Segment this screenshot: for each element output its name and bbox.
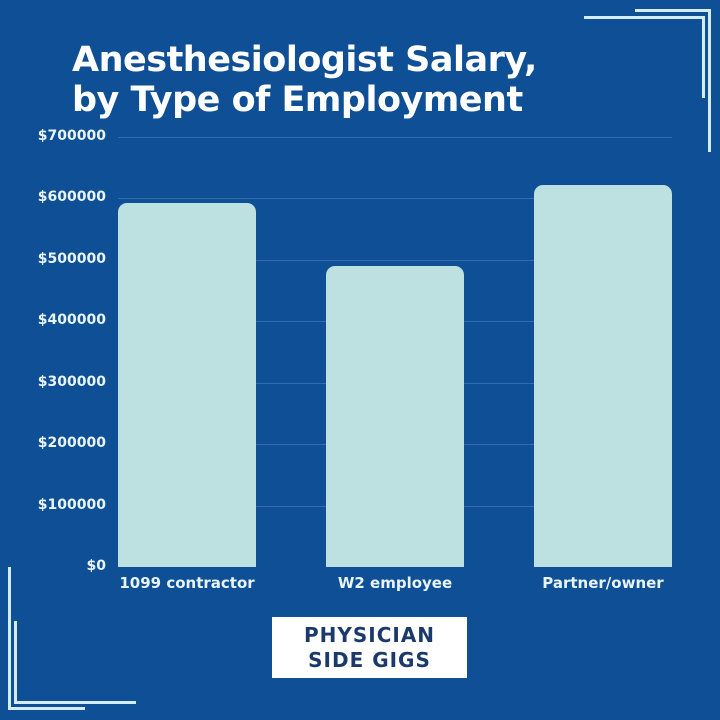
- corner-line: [14, 621, 17, 704]
- chart-title-line-1: Anesthesiologist Salary,: [72, 40, 537, 80]
- x-axis-category-label: W2 employee: [337, 574, 453, 592]
- gridline: [118, 260, 672, 261]
- logo-line-2: SIDE GIGS: [308, 647, 431, 672]
- corner-line: [14, 701, 136, 704]
- corner-line: [8, 707, 85, 710]
- y-axis-tick-label: $100000: [37, 497, 106, 513]
- chart-title: Anesthesiologist Salary, by Type of Empl…: [72, 40, 537, 120]
- corner-line: [708, 9, 711, 152]
- bar-partner-owner: [534, 185, 672, 567]
- bar-w2-employee: [326, 266, 464, 567]
- corner-line: [635, 9, 711, 12]
- y-axis-tick-label: $700000: [37, 128, 106, 144]
- x-axis-category-label: 1099 contractor: [119, 574, 255, 592]
- brand-logo: PHYSICIAN SIDE GIGS: [272, 617, 467, 678]
- x-axis-category-label: Partner/owner: [542, 574, 664, 592]
- y-axis-tick-label: $400000: [37, 312, 106, 328]
- gridline: [118, 137, 672, 138]
- logo-line-1: PHYSICIAN: [303, 622, 436, 647]
- corner-line: [584, 16, 704, 19]
- y-axis-tick-label: $0: [86, 558, 106, 574]
- y-axis-tick-label: $600000: [37, 189, 106, 205]
- corner-line: [8, 567, 11, 710]
- chart-title-line-2: by Type of Employment: [72, 80, 523, 120]
- gridline: [118, 198, 672, 199]
- bar-1099-contractor: [118, 203, 256, 567]
- y-axis-tick-label: $300000: [37, 374, 106, 390]
- corner-line: [702, 16, 705, 98]
- y-axis-tick-label: $200000: [37, 435, 106, 451]
- y-axis-tick-label: $500000: [37, 251, 106, 267]
